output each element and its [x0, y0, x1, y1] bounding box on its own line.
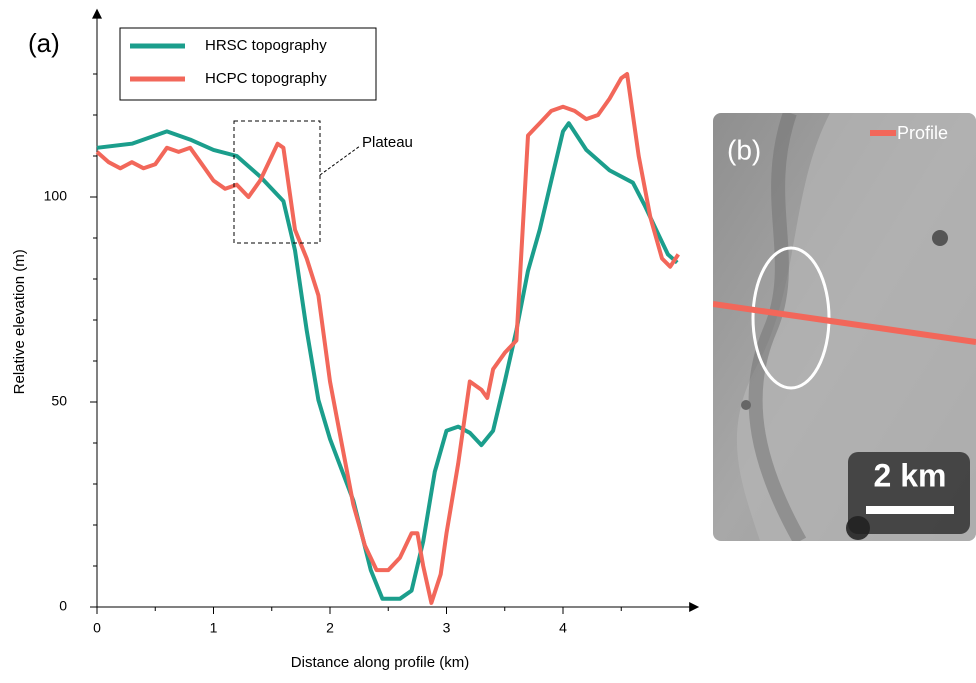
legend-text: HRSC topography [205, 37, 327, 54]
x-axis-label: Distance along profile (km) [291, 654, 469, 671]
x-tick-label: 3 [443, 620, 451, 636]
x-tick-label: 2 [326, 620, 334, 636]
y-axis-arrow [92, 8, 102, 19]
legend-text: HCPC topography [205, 70, 327, 87]
x-axis-arrow [689, 602, 700, 612]
plateau-box [233, 120, 321, 244]
y-axis-label: Relative elevation (m) [11, 249, 28, 394]
image-ridge [748, 113, 807, 541]
y-tick-label: 0 [59, 598, 67, 614]
plateau-leader [319, 145, 361, 176]
inset-image [713, 113, 976, 541]
y-tick-label: 100 [44, 188, 68, 204]
chart-a: 0 1 2 3 4 0 50 100 Distance along profile (km) Re… [11, 8, 700, 671]
scale-label: 2 km [874, 457, 947, 493]
inset-legend-text: Profile [897, 123, 948, 143]
series-line [95, 72, 680, 605]
x-tick-label: 4 [559, 620, 567, 636]
panel-label: (a) [28, 28, 60, 58]
legend-box [119, 27, 377, 101]
annotation: Plateau [362, 134, 413, 151]
scale-bar [866, 506, 954, 514]
series-line [96, 121, 679, 601]
inset-panel-label: (b) [727, 134, 761, 165]
crater [741, 400, 751, 410]
x-tick-label: 1 [210, 620, 218, 636]
y-tick-label: 50 [51, 393, 67, 409]
crater [932, 230, 948, 246]
x-tick-label: 0 [93, 620, 101, 636]
profile-line [713, 301, 976, 345]
